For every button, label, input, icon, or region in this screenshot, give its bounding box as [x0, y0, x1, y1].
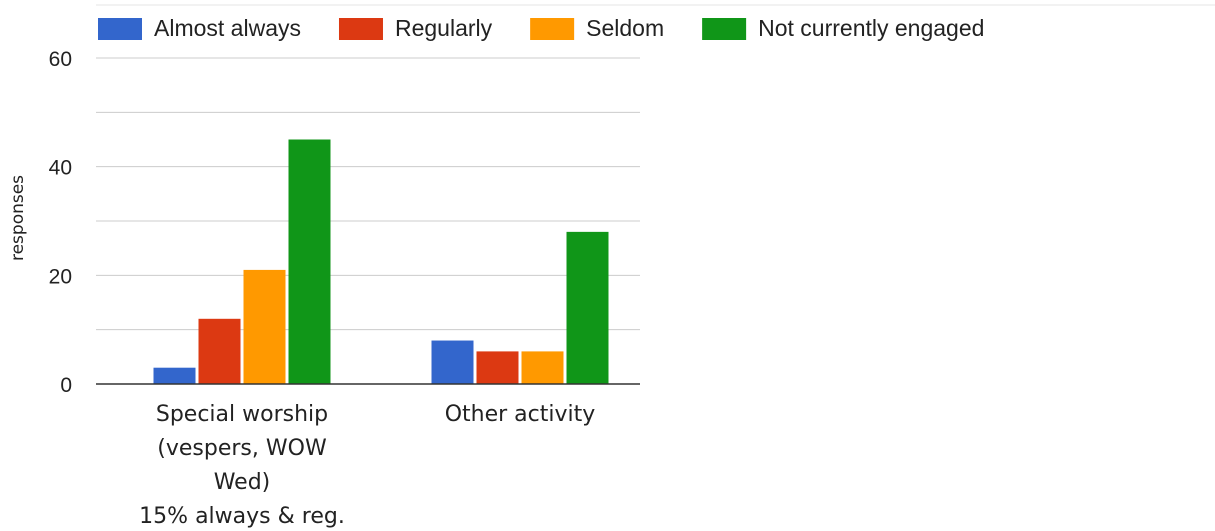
- y-tick-label: 20: [49, 265, 72, 288]
- y-axis-ticks: 0 20 40 60: [49, 48, 72, 397]
- bars: [153, 139, 609, 384]
- legend-swatch: [98, 18, 142, 40]
- legend-label: Almost always: [154, 15, 301, 41]
- bar-seldom-1: [243, 269, 286, 384]
- bar-not-currently-engaged-1: [288, 139, 331, 384]
- legend-swatch: [702, 18, 747, 40]
- x-category-label: 15% always & reg.: [139, 504, 345, 529]
- legend-swatch: [530, 18, 575, 40]
- x-axis-categories: Special worship (vespers, WOW Wed) 15% alwa…: [139, 402, 595, 529]
- y-tick-label: 0: [60, 374, 72, 397]
- x-category-label: (vespers, WOW: [157, 436, 327, 461]
- y-tick-label: 40: [49, 157, 72, 180]
- x-category-label: Other activity: [445, 402, 596, 427]
- legend-label: Regularly: [395, 15, 493, 41]
- y-tick-label: 60: [49, 48, 72, 71]
- x-category-label: Special worship: [156, 402, 328, 427]
- gridlines: [96, 57, 640, 331]
- x-category-label: Wed): [214, 470, 271, 495]
- legend: Almost always Regularly Seldom Not currentl…: [98, 15, 984, 41]
- bar-regularly-2: [476, 351, 519, 384]
- bar-regularly-1: [198, 318, 241, 384]
- bar-seldom-2: [521, 351, 564, 384]
- bar-almost-always-1: [153, 367, 196, 384]
- bar-not-currently-engaged-2: [566, 231, 609, 384]
- bar-almost-always-2: [431, 340, 474, 384]
- y-axis-label: responses: [8, 175, 28, 261]
- legend-label: Seldom: [586, 15, 664, 41]
- legend-swatch: [338, 18, 383, 40]
- legend-label: Not currently engaged: [758, 15, 984, 41]
